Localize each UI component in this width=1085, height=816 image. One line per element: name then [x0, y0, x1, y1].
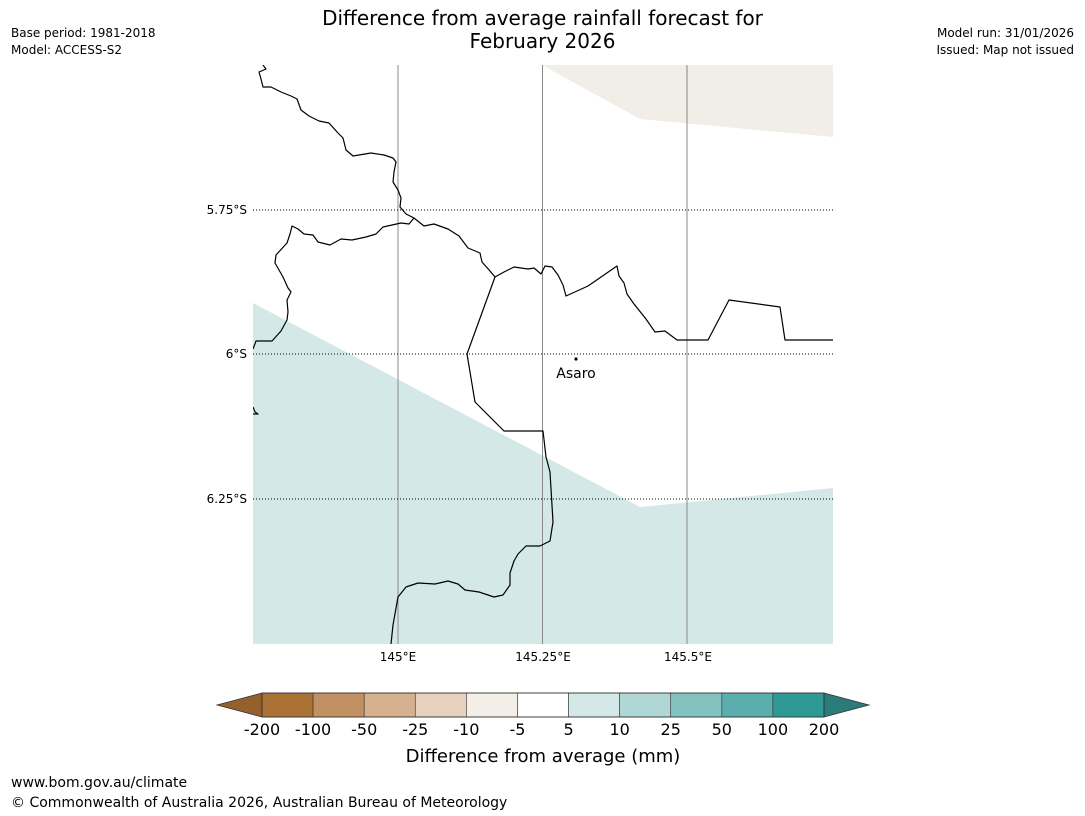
asaro-label: Asaro — [556, 366, 595, 382]
colorbar: -200 -100 -50 -25 -10 -5 5 10 25 50 100 200 Differe… — [215, 692, 871, 767]
colorbar-extend-high — [823, 692, 871, 718]
colorbar-segments — [261, 692, 825, 718]
colorbar-tick-label: 25 — [661, 720, 681, 739]
footer-copyright: © Commonwealth of Australia 2026, Austra… — [11, 795, 508, 811]
colorbar-segment — [363, 692, 416, 718]
colorbar-tick-label: -25 — [402, 720, 428, 739]
border-west-fragment — [253, 406, 259, 415]
asaro-marker — [574, 357, 578, 361]
meta-right: Model run: 31/01/2026 Issued: Map not is… — [936, 25, 1074, 59]
lon-label-145e: 145°E — [380, 650, 417, 664]
issued-status: Issued: Map not issued — [936, 43, 1074, 57]
lon-label-145-25e: 145.25°E — [515, 650, 571, 664]
colorbar-segment — [261, 692, 314, 718]
colorbar-tick-label: -100 — [295, 720, 331, 739]
border-east — [413, 217, 833, 341]
colorbar-tick-label: 50 — [712, 720, 732, 739]
colorbar-tick-label: -10 — [453, 720, 479, 739]
colorbar-segment — [312, 692, 365, 718]
lat-label-6-25s: 6.25°S — [207, 492, 247, 506]
lat-label-6s: 6°S — [226, 347, 247, 361]
lat-label-5-75s: 5.75°S — [207, 203, 247, 217]
province-borders — [253, 65, 833, 644]
parallels — [253, 209, 833, 500]
colorbar-segment — [466, 692, 518, 718]
base-period: Base period: 1981-2018 — [11, 26, 156, 40]
colorbar-segment — [568, 692, 620, 718]
map-panel: Asaro — [253, 65, 833, 644]
colorbar-tick-label: 10 — [609, 720, 629, 739]
colorbar-tick-label: -200 — [244, 720, 280, 739]
colorbar-segment — [772, 692, 825, 718]
colorbar-segment — [670, 692, 723, 718]
lon-label-145-5e: 145.5°E — [664, 650, 712, 664]
colorbar-tick-label: 100 — [758, 720, 789, 739]
colorbar-segment — [619, 692, 672, 718]
colorbar-segment — [721, 692, 774, 718]
border-south — [390, 276, 554, 644]
latitude-labels: 5.75°S 6°S 6.25°S — [207, 203, 247, 506]
longitude-labels: 145°E 145.25°E 145.5°E — [380, 650, 712, 664]
title-line-2: February 2026 — [469, 29, 616, 53]
model-run: Model run: 31/01/2026 — [936, 26, 1074, 40]
colorbar-tick-label: -50 — [351, 720, 377, 739]
colorbar-tick-label: 200 — [809, 720, 840, 739]
colorbar-tick-label: -5 — [509, 720, 525, 739]
model-name: Model: ACCESS-S2 — [11, 43, 123, 57]
map-title: Difference from average rainfall forecas… — [0, 7, 1085, 53]
title-line-1: Difference from average rainfall forecas… — [322, 6, 763, 30]
colorbar-segment — [517, 692, 569, 718]
meta-left: Base period: 1981-2018 Model: ACCESS-S2 — [11, 25, 156, 59]
colorbar-tick-labels: -200 -100 -50 -25 -10 -5 5 10 25 50 100 200 — [244, 720, 839, 739]
colorbar-frame — [261, 692, 825, 718]
colorbar-label: Difference from average (mm) — [406, 746, 681, 767]
footer-url: www.bom.gov.au/climate — [11, 775, 188, 791]
colorbar-segment — [414, 692, 467, 718]
colorbar-tick-label: 5 — [563, 720, 573, 739]
colorbar-extend-low — [215, 692, 263, 718]
